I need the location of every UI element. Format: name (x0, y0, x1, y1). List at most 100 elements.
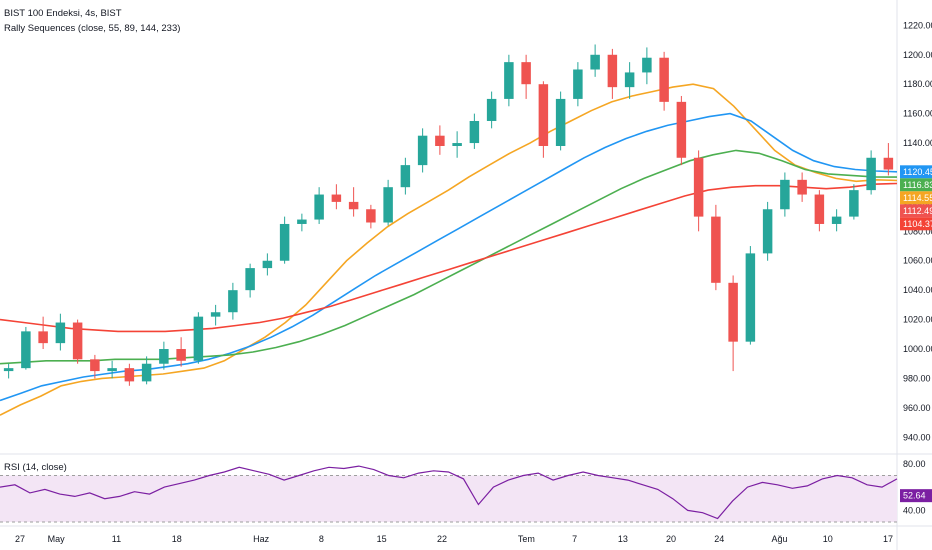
ma-line-89 (0, 112, 898, 402)
rsi-last-value-badge (900, 489, 932, 503)
ma-line-144 (0, 149, 898, 365)
x-tick-label: 20 (666, 534, 676, 544)
candle-body (521, 62, 531, 85)
candle-body (3, 368, 14, 372)
y-tick-label: 980.00 (903, 373, 931, 383)
last-value-label: 1116.83 (903, 180, 932, 190)
last-value-badge (900, 165, 932, 179)
candle-body (245, 268, 255, 291)
candle-body (538, 84, 549, 146)
y-tick-label: 1140.00 (903, 138, 932, 148)
rsi-y-tick-label: 80.00 (903, 459, 926, 469)
last-value-badge (900, 204, 932, 218)
candle-body (849, 190, 859, 217)
last-value-label: 1114.55 (903, 193, 932, 203)
candle-body (297, 219, 307, 224)
ma-line-233 (0, 182, 898, 333)
candle-body (866, 157, 876, 191)
last-value-label: 1120.45 (903, 167, 932, 177)
candle-body (262, 260, 273, 269)
y-tick-label: 1180.00 (903, 79, 932, 89)
candle-body (504, 62, 514, 99)
candle-body (348, 201, 359, 210)
last-value-badge (900, 217, 932, 231)
candle-body (193, 316, 204, 361)
candle-body (728, 282, 738, 342)
candle-body (383, 187, 393, 223)
candle-body (366, 209, 376, 223)
y-tick-label: 1080.00 (903, 226, 932, 236)
candle-body (314, 194, 324, 220)
candle-body (797, 179, 807, 195)
candle-body (883, 157, 894, 170)
x-tick-label: Haz (253, 534, 270, 544)
rsi-legend[interactable]: RSI (14, close) (4, 462, 67, 473)
rsi-band (0, 474, 897, 523)
candle-body (590, 54, 600, 70)
y-tick-label: 1200.00 (903, 50, 932, 60)
rsi-series (0, 465, 898, 520)
moving-averages (0, 83, 898, 416)
candle-body (400, 165, 411, 188)
candle-body (780, 179, 790, 210)
rsi-band-fill (0, 475, 897, 522)
x-tick-label: Ağu (772, 534, 788, 544)
candle-body (72, 322, 83, 360)
candle-body (228, 290, 238, 313)
candle-body (141, 363, 152, 382)
candle-body (555, 98, 566, 146)
candle-body (642, 57, 652, 73)
axes: 940.00 960.00 980.00 1000.00 1020.00 1040.00 1… (15, 20, 932, 544)
x-tick-label: May (48, 534, 66, 544)
x-tick-label: 22 (437, 534, 447, 544)
candle-body (607, 54, 618, 88)
candle-body (417, 135, 428, 166)
candle-body (21, 331, 31, 369)
candle-body (762, 209, 773, 254)
x-tick-label: 13 (618, 534, 628, 544)
x-tick-label: 27 (15, 534, 25, 544)
candle-body (124, 368, 135, 382)
x-tick-label: 7 (572, 534, 577, 544)
candle-body (176, 349, 186, 361)
x-tick-label: 18 (172, 534, 182, 544)
candles (3, 44, 894, 386)
last-value-label: 1104.37 (903, 219, 932, 229)
chart-title: BIST 100 Endeksi, 4s, BIST (4, 8, 122, 19)
candle-body (107, 368, 117, 372)
y-tick-label: 1020.00 (903, 315, 932, 325)
candle-body (486, 98, 497, 121)
candle-body (452, 143, 462, 146)
candle-body (55, 322, 66, 344)
candle-body (469, 120, 480, 144)
candle-body (38, 331, 48, 344)
y-tick-label: 1040.00 (903, 285, 932, 295)
rsi-line (0, 465, 898, 520)
rsi-last-value-label: 52.64 (903, 491, 926, 501)
indicator-legend[interactable]: Rally Sequences (close, 55, 89, 144, 233… (4, 23, 181, 34)
ma-line-55 (0, 83, 898, 416)
candle-body (331, 194, 342, 202)
x-tick-label: 15 (377, 534, 387, 544)
candle-body (745, 253, 756, 342)
candle-body (814, 194, 825, 224)
y-tick-label: 1000.00 (903, 344, 932, 354)
candle-body (210, 312, 221, 317)
rsi-y-tick-label: 40.00 (903, 505, 926, 515)
y-tick-label: 960.00 (903, 403, 931, 413)
y-tick-label: 1060.00 (903, 256, 932, 266)
candle-body (676, 101, 687, 158)
candle-body (711, 216, 721, 283)
candle-body (659, 57, 669, 102)
candle-body (279, 223, 290, 261)
candle-body (159, 349, 169, 364)
y-tick-label: 940.00 (903, 432, 931, 442)
x-tick-label: 24 (714, 534, 724, 544)
candle-body (435, 135, 445, 146)
last-value-badge (900, 178, 932, 192)
candle-body (831, 216, 842, 224)
x-tick-label: 17 (883, 534, 893, 544)
last-value-label: 1112.49 (903, 206, 932, 216)
